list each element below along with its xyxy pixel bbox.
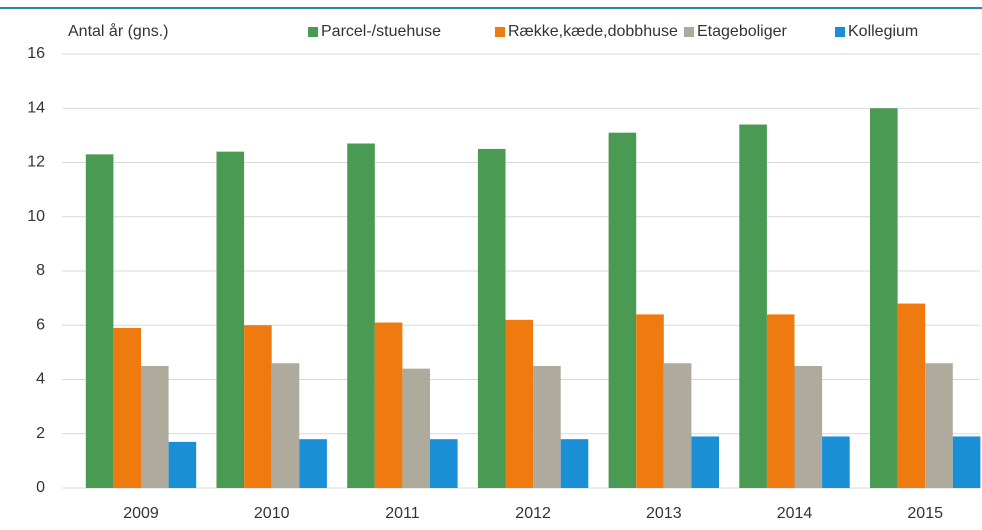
- bar: [141, 365, 169, 488]
- bar: [271, 363, 300, 488]
- bar: [402, 368, 430, 488]
- bar: [347, 143, 375, 488]
- bar: [608, 132, 637, 488]
- legend-swatch: [684, 27, 694, 37]
- x-tick-label: 2013: [646, 505, 682, 522]
- bar: [477, 148, 506, 488]
- x-tick-label: 2012: [515, 505, 551, 522]
- bar: [113, 327, 141, 488]
- y-axis-label: Antal år (gns.): [68, 22, 168, 40]
- bar: [636, 314, 664, 488]
- y-tick-label: 10: [27, 208, 45, 225]
- legend-swatch: [308, 27, 318, 37]
- bar: [952, 436, 981, 488]
- bar: [560, 439, 589, 488]
- y-tick-label: 16: [27, 45, 45, 62]
- bar: [870, 108, 898, 488]
- bar: [822, 436, 850, 488]
- legend-label: Kollegium: [848, 23, 918, 40]
- y-tick-label: 14: [27, 99, 45, 116]
- y-tick-label: 4: [36, 371, 45, 388]
- bar: [505, 319, 534, 488]
- legend-label: Etageboliger: [697, 23, 788, 40]
- bar: [85, 154, 114, 489]
- bar: [663, 363, 692, 488]
- y-tick-label: 0: [36, 479, 45, 496]
- y-tick-label: 12: [27, 154, 45, 171]
- bar: [374, 322, 403, 488]
- bar: [216, 151, 245, 488]
- bar: [897, 303, 926, 488]
- bar: [794, 365, 823, 488]
- bar: [299, 439, 327, 488]
- bar: [739, 124, 767, 489]
- legend-swatch: [835, 27, 845, 37]
- y-tick-label: 6: [36, 316, 45, 333]
- bar: [533, 365, 561, 488]
- legend-label: Parcel-/stuehuse: [321, 23, 441, 40]
- x-tick-label: 2011: [385, 505, 420, 522]
- x-tick-label: 2015: [907, 505, 943, 522]
- legend-swatch: [495, 27, 505, 37]
- bar: [925, 363, 953, 488]
- bar: [168, 441, 197, 488]
- y-tick-label: 2: [36, 425, 45, 442]
- bar: [766, 314, 795, 488]
- x-tick-label: 2014: [777, 505, 813, 522]
- bar: [691, 436, 719, 488]
- x-tick-label: 2009: [123, 505, 159, 522]
- bar: [244, 325, 272, 488]
- bar: [430, 439, 458, 488]
- x-tick-label: 2010: [254, 505, 290, 522]
- y-tick-label: 8: [36, 262, 45, 279]
- legend-label: Række,kæde,dobbhuse: [508, 23, 678, 40]
